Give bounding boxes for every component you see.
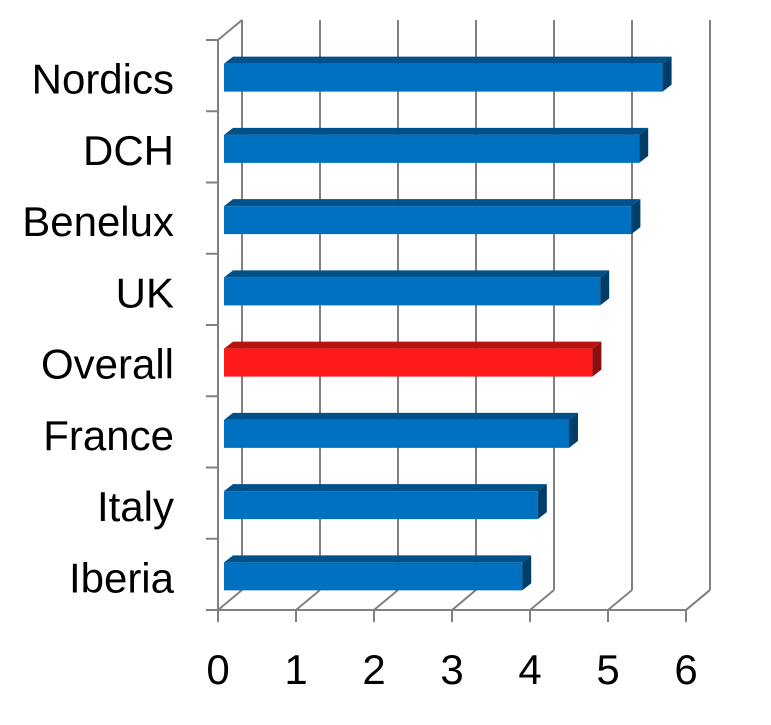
bar-front-face — [224, 206, 632, 235]
category-label: UK — [116, 269, 174, 316]
x-tick-label: 6 — [674, 646, 697, 693]
bar-top-face — [224, 270, 610, 278]
bar-top-face — [224, 412, 578, 420]
bar-end-face — [537, 484, 547, 520]
floor-gridline — [217, 589, 243, 611]
bar-front-face — [224, 419, 569, 448]
chart-walls — [217, 19, 711, 611]
bar-top-face — [224, 56, 672, 64]
category-label: Benelux — [22, 198, 174, 245]
bar-end-face — [662, 56, 672, 92]
bar-benelux — [224, 199, 641, 235]
bar-overall — [224, 341, 602, 377]
bar-iberia — [224, 555, 532, 591]
category-label: DCH — [83, 127, 174, 174]
bar-end-face — [639, 127, 649, 163]
category-label: Iberia — [69, 554, 175, 601]
bar-front-face — [224, 491, 538, 520]
wall-top-edge — [217, 19, 243, 41]
bar-top-face — [224, 484, 547, 492]
category-labels: Nordics DCH Benelux UK Overall France Italy Ibe… — [22, 56, 174, 602]
bar-front-face — [224, 562, 523, 591]
bar-top-face — [224, 127, 649, 135]
bar-nordics — [224, 56, 672, 92]
floor-gridline — [295, 589, 321, 611]
floor-gridline — [529, 589, 555, 611]
bar-top-face — [224, 555, 532, 563]
bar-front-face — [224, 63, 663, 92]
bar-uk — [224, 270, 610, 306]
x-tick-label: 0 — [206, 646, 229, 693]
bar-italy — [224, 484, 547, 520]
bar-dch — [224, 127, 649, 163]
bar-front-face — [224, 348, 593, 377]
bar-end-face — [522, 555, 532, 591]
category-label: Italy — [97, 483, 174, 530]
bar-top-face — [224, 199, 641, 207]
bar-end-face — [569, 412, 578, 448]
x-tick-label: 1 — [284, 646, 307, 693]
floor-gridline — [451, 589, 477, 611]
bar-france — [224, 412, 578, 448]
category-label: France — [43, 412, 174, 459]
category-label: Nordics — [32, 56, 174, 103]
bar-end-face — [592, 341, 602, 377]
gridlines — [206, 20, 711, 622]
category-label: Overall — [41, 341, 174, 388]
x-tick-label: 2 — [362, 646, 385, 693]
x-tick-label: 5 — [596, 646, 619, 693]
x-tick-label: 4 — [518, 646, 541, 693]
tick-labels: 0 1 2 3 4 5 6 — [206, 646, 697, 693]
bars — [224, 56, 672, 591]
bar-front-face — [224, 134, 640, 163]
x-tick-label: 3 — [440, 646, 463, 693]
bar-front-face — [224, 277, 601, 306]
bar-end-face — [600, 270, 610, 306]
floor-gridline — [685, 589, 711, 611]
bar-end-face — [631, 199, 641, 235]
floor-gridline — [373, 589, 399, 611]
bar-top-face — [224, 341, 602, 349]
floor-gridline — [607, 589, 633, 611]
